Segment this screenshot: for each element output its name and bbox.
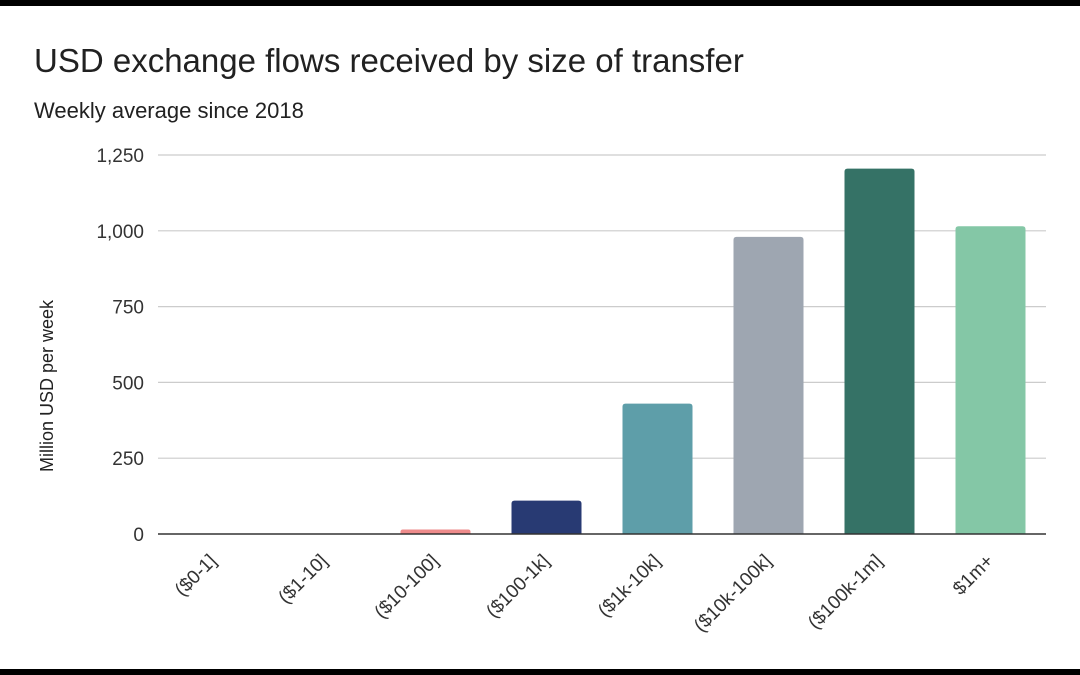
chart-subtitle: Weekly average since 2018 <box>34 98 304 123</box>
y-tick-label: 0 <box>133 525 144 546</box>
x-tick-label: ($10k-100k] <box>690 551 776 637</box>
bar <box>400 529 471 534</box>
x-tick-label: ($0-1] <box>171 551 221 601</box>
y-tick-label: 1,250 <box>96 146 144 167</box>
bar <box>511 500 582 534</box>
x-tick-label: ($100-1k] <box>482 551 554 623</box>
x-tick-label: ($1-10] <box>275 551 332 608</box>
x-tick-label: ($10-100] <box>371 551 443 623</box>
x-tick-label: $1m+ <box>949 551 998 600</box>
bars <box>400 168 1026 535</box>
chart-title: USD exchange flows received by size of t… <box>34 42 744 79</box>
x-axis-ticks: ($0-1] ($1-10] ($10-100] ($100-1k] ($1k-10k]… <box>171 551 998 637</box>
y-tick-label: 750 <box>112 298 144 319</box>
bar <box>622 403 693 534</box>
bar <box>733 236 804 534</box>
y-tick-label: 250 <box>112 449 144 470</box>
y-axis-ticks: 0 250 500 750 1,000 1,250 <box>96 146 144 546</box>
y-axis-label: Million USD per week <box>37 299 57 472</box>
x-tick-label: ($1k-10k] <box>594 551 665 622</box>
y-tick-label: 1,000 <box>96 222 144 243</box>
x-tick-label: ($100k-1m] <box>804 551 887 634</box>
bar <box>955 226 1026 534</box>
bar <box>844 168 915 535</box>
y-tick-label: 500 <box>112 373 144 394</box>
